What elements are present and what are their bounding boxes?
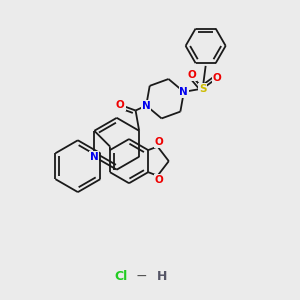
Text: O: O xyxy=(116,100,125,110)
Text: S: S xyxy=(199,84,206,94)
Text: N: N xyxy=(142,100,151,111)
Text: O: O xyxy=(212,73,221,83)
Text: O: O xyxy=(187,70,196,80)
Text: N: N xyxy=(179,87,188,97)
Text: O: O xyxy=(155,137,164,147)
Text: Cl: Cl xyxy=(114,269,127,283)
Text: O: O xyxy=(155,175,164,185)
Text: −: − xyxy=(135,269,147,283)
Text: N: N xyxy=(90,152,99,162)
Text: H: H xyxy=(157,269,167,283)
